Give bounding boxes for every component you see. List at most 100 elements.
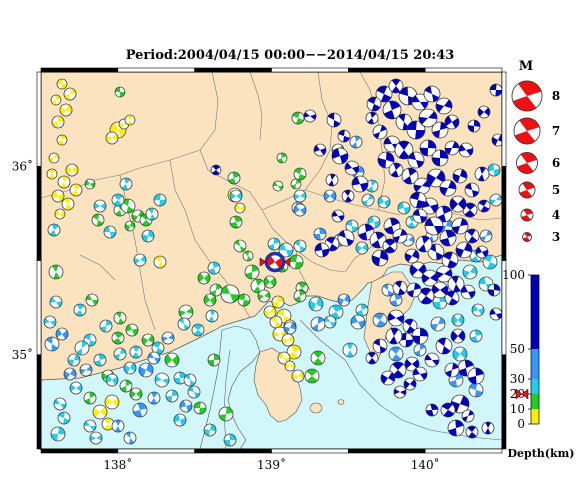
focal-mechanism bbox=[229, 189, 243, 203]
focal-mechanism bbox=[313, 143, 327, 157]
focal-mechanism bbox=[193, 401, 207, 415]
depth-scale-frame bbox=[530, 274, 540, 425]
focal-mechanism bbox=[233, 239, 247, 253]
map-area bbox=[41, 72, 502, 449]
focal-mechanism bbox=[424, 352, 440, 368]
focal-mechanism bbox=[242, 250, 254, 262]
focal-mechanism bbox=[331, 147, 349, 165]
focal-mechanism bbox=[366, 96, 382, 112]
magnitude-legend-item: 4 bbox=[520, 208, 560, 222]
focal-mechanism bbox=[293, 239, 307, 253]
depth-color-band bbox=[531, 275, 539, 349]
focal-mechanism bbox=[119, 379, 133, 393]
focal-mechanism bbox=[210, 164, 222, 176]
focal-mechanism bbox=[281, 333, 295, 347]
focal-mechanism bbox=[431, 149, 449, 167]
focal-mechanism bbox=[79, 363, 93, 377]
focal-mechanism bbox=[377, 151, 395, 169]
focal-mechanism bbox=[409, 191, 427, 209]
depth-tick-label: 10 bbox=[510, 402, 525, 416]
focal-mechanism bbox=[452, 346, 468, 362]
focal-mechanism bbox=[323, 189, 337, 203]
focal-mechanism bbox=[83, 419, 97, 433]
focal-mechanism bbox=[418, 108, 438, 128]
focal-mechanism bbox=[314, 242, 330, 258]
focal-mechanism bbox=[403, 377, 417, 391]
focal-mechanism bbox=[406, 120, 426, 140]
focal-mechanism bbox=[178, 304, 194, 320]
magnitude-legend-label: 5 bbox=[552, 183, 560, 197]
focal-mechanism bbox=[54, 208, 66, 220]
focal-mechanism bbox=[409, 261, 427, 279]
focal-mechanism bbox=[63, 367, 77, 381]
focal-mechanism bbox=[74, 340, 90, 356]
focal-mechanism bbox=[482, 254, 498, 270]
focal-mechanism bbox=[124, 114, 136, 126]
lon-tick-label: 138˚ bbox=[103, 457, 132, 472]
focal-mechanism bbox=[487, 163, 501, 177]
focal-mechanism bbox=[278, 242, 294, 258]
focal-mechanism bbox=[153, 255, 167, 269]
focal-mechanism bbox=[263, 275, 277, 289]
focal-mechanism bbox=[308, 296, 324, 312]
focal-mechanism bbox=[207, 261, 221, 275]
focal-mechanism bbox=[124, 220, 136, 232]
focal-mechanism bbox=[404, 356, 420, 372]
focal-mechanism bbox=[293, 289, 307, 303]
focal-mechanism bbox=[328, 304, 344, 320]
focal-mechanism bbox=[284, 360, 296, 372]
focal-mechanism bbox=[489, 307, 502, 321]
focal-mechanism bbox=[430, 316, 446, 332]
magnitude-legend-item: 7 bbox=[513, 117, 560, 145]
focal-mechanism bbox=[114, 86, 126, 98]
focal-mechanism bbox=[197, 271, 211, 285]
focal-mechanism bbox=[455, 241, 473, 259]
island-oshima bbox=[309, 402, 323, 414]
focal-mechanism bbox=[93, 353, 107, 367]
focal-mechanism bbox=[444, 114, 460, 130]
focal-mechanism bbox=[375, 85, 393, 103]
focal-mechanism bbox=[141, 333, 155, 347]
focal-mechanism bbox=[389, 293, 403, 307]
focal-mechanism bbox=[337, 229, 355, 247]
focal-mechanism bbox=[451, 217, 469, 235]
focal-mechanism bbox=[69, 183, 83, 197]
focal-mechanism bbox=[55, 327, 69, 341]
lat-tick-label: 36˚ bbox=[12, 158, 33, 173]
depth-tick-label: 50 bbox=[510, 342, 525, 356]
focal-mechanism bbox=[47, 223, 61, 237]
focal-mechanism bbox=[293, 189, 307, 203]
focal-mechanism bbox=[355, 303, 369, 317]
focal-mechanism bbox=[293, 167, 307, 181]
focal-mechanism bbox=[427, 243, 445, 261]
focal-mechanism bbox=[326, 112, 342, 128]
focal-mechanism bbox=[381, 283, 395, 297]
focal-mechanism bbox=[123, 361, 137, 375]
focal-mechanism bbox=[469, 329, 483, 343]
depth-legend: 100503020100 Depth(km) bbox=[502, 268, 574, 460]
depth-tick-label: 100 bbox=[502, 268, 525, 282]
focal-mechanism bbox=[435, 265, 453, 283]
focal-mechanism bbox=[56, 78, 68, 90]
focal-mechanism bbox=[92, 404, 108, 420]
focal-mechanism bbox=[65, 163, 79, 177]
focal-mechanism bbox=[440, 402, 456, 418]
focal-mechanism bbox=[85, 293, 99, 307]
focal-mechanism bbox=[372, 312, 388, 328]
map-frame bbox=[36, 67, 507, 454]
focal-mechanism bbox=[229, 215, 243, 229]
highlighted-mechanism bbox=[259, 251, 291, 273]
focal-mechanism bbox=[56, 134, 68, 146]
focal-mechanisms bbox=[43, 78, 502, 447]
focal-mechanism bbox=[187, 385, 201, 399]
focal-mechanism bbox=[365, 351, 379, 365]
lat-tick-label: 35˚ bbox=[12, 347, 33, 362]
focal-mechanism bbox=[402, 318, 418, 334]
focal-mechanism bbox=[388, 346, 404, 362]
focal-mechanism bbox=[151, 341, 165, 355]
focal-mechanism bbox=[413, 177, 431, 195]
focal-mechanism bbox=[73, 303, 87, 317]
focal-mechanism bbox=[49, 295, 63, 309]
focal-mechanism bbox=[113, 347, 127, 361]
focal-mechanism bbox=[367, 215, 381, 229]
